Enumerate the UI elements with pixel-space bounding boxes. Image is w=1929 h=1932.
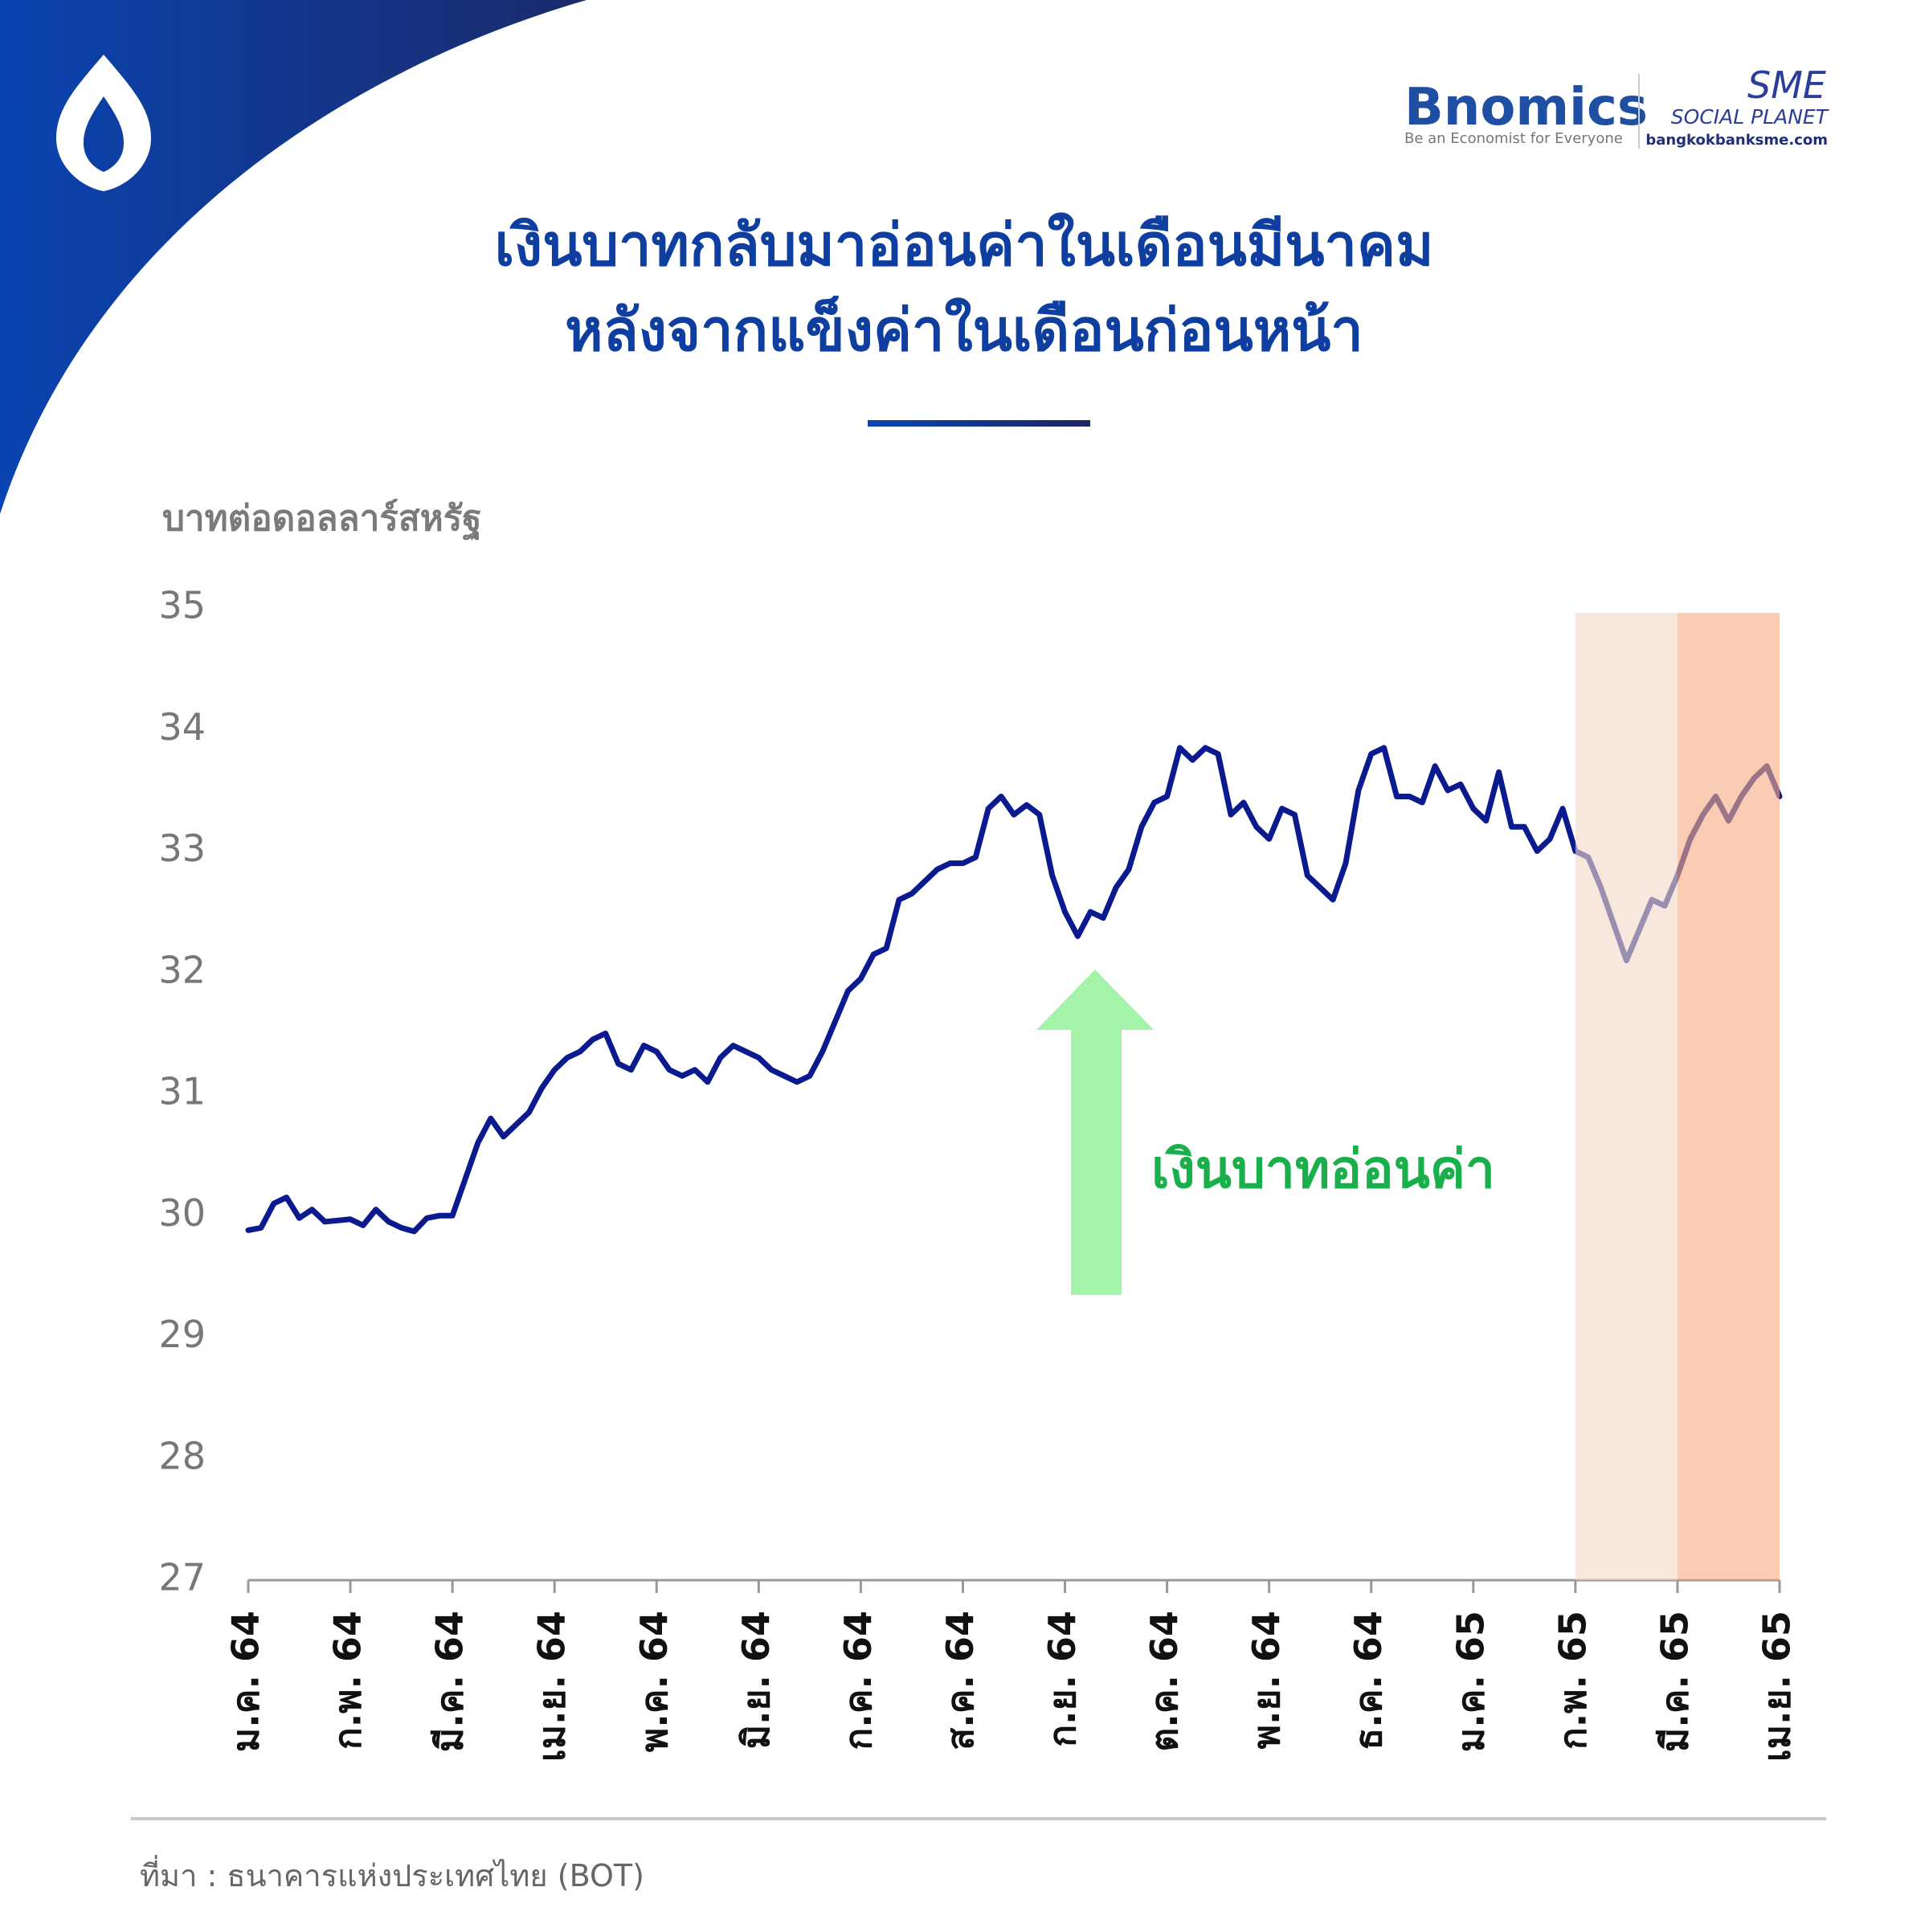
x-tick-label: ก.พ. 65	[1551, 1611, 1594, 1750]
y-tick-label: 28	[158, 1434, 206, 1477]
y-axis-label: บาทต่อดอลลาร์สหรัฐ	[162, 498, 482, 541]
x-tick-label: ธ.ค. 64	[1347, 1611, 1390, 1750]
x-tick-label: พ.ค. 64	[632, 1611, 676, 1752]
partner-subtitle: SOCIAL PLANET	[1671, 105, 1829, 129]
annotation-arrow	[1071, 1028, 1122, 1295]
y-tick-label: 32	[158, 948, 206, 991]
y-tick-label: 34	[158, 705, 206, 749]
highlight-band	[1575, 613, 1678, 1580]
x-tick-label: มี.ค. 65	[1653, 1611, 1696, 1752]
y-tick-label: 30	[158, 1191, 206, 1235]
x-tick-label: ม.ค. 65	[1449, 1611, 1492, 1752]
annotation: เงินบาทอ่อนค่า	[1151, 1138, 1495, 1200]
x-tick-label: เม.ย. 65	[1755, 1611, 1799, 1762]
brand-name: Bnomics	[1404, 78, 1648, 137]
highlight-band	[1677, 613, 1780, 1580]
chart-title: เงินบาทกลับมาอ่อนค่าในเดือนมีนาคม	[494, 211, 1433, 279]
x-tick-label: ต.ค. 64	[1142, 1611, 1186, 1752]
x-tick-label: เม.ย. 64	[530, 1611, 574, 1762]
x-tick-label: ก.พ. 64	[326, 1611, 370, 1750]
brand-tagline: Be an Economist for Everyone	[1404, 130, 1623, 147]
partner-logo: SME	[1747, 63, 1826, 107]
source: ที่มา : ธนาคารแห่งประเทศไทย (BOT)	[140, 1855, 644, 1893]
x-tick-label: ก.ค. 64	[836, 1611, 880, 1750]
partner-url: bangkokbanksme.com	[1645, 132, 1828, 149]
line-series	[245, 745, 1783, 1235]
annotation-arrow	[1036, 970, 1154, 1030]
bank-logo	[56, 55, 151, 191]
y-tick-label: 27	[158, 1556, 206, 1599]
title-divider	[868, 420, 1090, 427]
x-tick-label: มิ.ย. 64	[734, 1611, 778, 1749]
y-tick-label: 29	[158, 1313, 206, 1356]
x-tick-label: ส.ค. 64	[938, 1611, 982, 1750]
y-tick-label: 35	[158, 584, 206, 627]
x-tick-label: ก.ย. 64	[1040, 1611, 1084, 1747]
y-tick-label: 33	[158, 827, 206, 870]
chart-title: หลังจากแข็งค่าในเดือนก่อนหน้า	[565, 296, 1363, 364]
y-tick-label: 31	[158, 1070, 206, 1113]
x-tick-label: ม.ค. 64	[224, 1611, 268, 1752]
x-tick-label: พ.ย. 64	[1244, 1611, 1288, 1749]
x-tick-label: มี.ค. 64	[428, 1611, 472, 1752]
